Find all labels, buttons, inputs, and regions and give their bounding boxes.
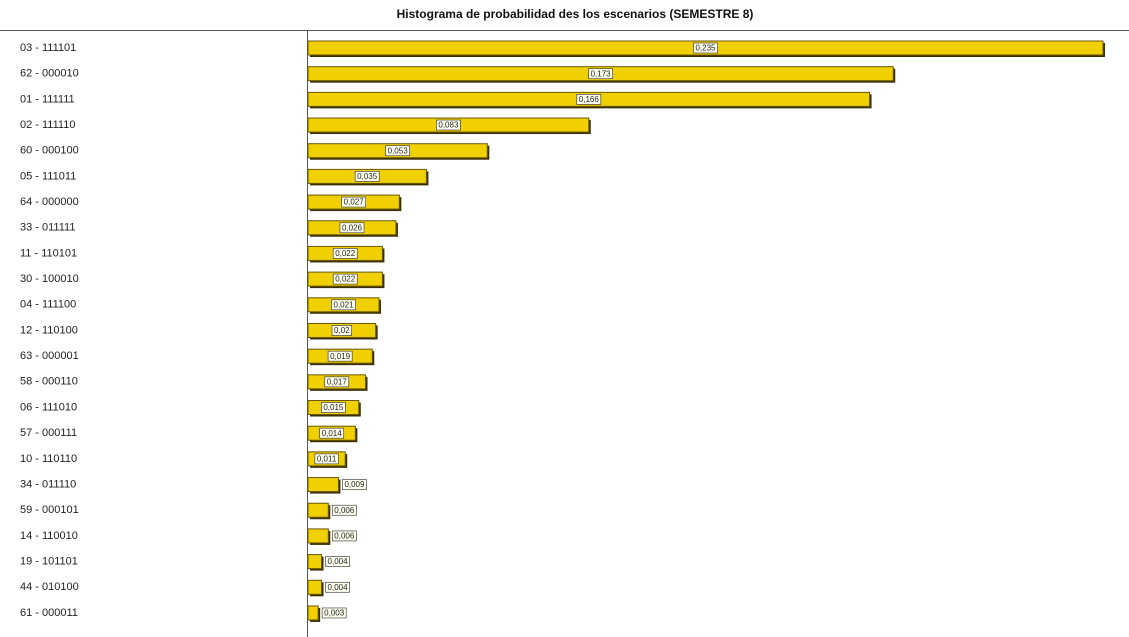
value-label: 0,017 xyxy=(327,377,348,386)
category-label: 57 - 000111 xyxy=(20,427,77,439)
value-label-box xyxy=(314,453,339,465)
bar xyxy=(307,605,319,621)
value-label: 0,02 xyxy=(334,326,350,335)
value-label: 0,027 xyxy=(344,198,365,207)
value-label-box xyxy=(324,376,350,388)
category-label: 62 - 000010 xyxy=(20,68,79,80)
category-label: 11 - 110101 xyxy=(20,247,77,259)
value-label: 0,022 xyxy=(335,275,356,284)
category-label: 04 - 111100 xyxy=(20,299,76,311)
value-label: 0,014 xyxy=(322,429,343,438)
category-label: 02 - 111110 xyxy=(20,119,75,131)
value-label: 0,006 xyxy=(334,506,355,515)
value-label: 0,173 xyxy=(591,69,612,78)
value-label-box xyxy=(331,504,357,516)
value-label: 0,011 xyxy=(317,454,337,463)
value-label: 0,035 xyxy=(357,172,378,181)
category-label: 19 - 101101 xyxy=(20,556,78,568)
value-label-box xyxy=(331,299,356,311)
value-label-box xyxy=(327,350,353,362)
value-label-box xyxy=(436,119,461,131)
category-label: 03 - 111101 xyxy=(20,42,76,54)
category-label: 06 - 111010 xyxy=(20,401,77,413)
value-label: 0,004 xyxy=(328,583,349,592)
value-label-box xyxy=(385,145,411,157)
category-label: 59 - 000101 xyxy=(20,504,79,516)
bar xyxy=(307,528,329,544)
bar xyxy=(307,579,323,595)
value-label: 0,015 xyxy=(323,403,344,412)
category-label: 61 - 000011 xyxy=(20,607,78,619)
value-label: 0,003 xyxy=(324,609,345,618)
category-label: 34 - 011110 xyxy=(20,478,76,490)
value-label: 0,083 xyxy=(438,121,459,130)
category-label: 60 - 000100 xyxy=(20,145,79,157)
value-label-box xyxy=(325,556,350,567)
value-label-box xyxy=(325,581,350,593)
category-label: 30 - 100010 xyxy=(20,273,79,285)
value-label-box xyxy=(693,42,718,54)
category-label: 44 - 010100 xyxy=(20,581,79,593)
value-label: 0,004 xyxy=(328,557,349,566)
value-label-box xyxy=(342,479,367,490)
bar xyxy=(307,502,329,518)
category-label: 64 - 000000 xyxy=(20,196,79,208)
bar xyxy=(307,554,323,570)
category-label: 01 - 111111 xyxy=(20,93,75,105)
value-label-box xyxy=(332,248,358,259)
category-label: 12 - 110100 xyxy=(20,324,78,336)
category-label: 10 - 110110 xyxy=(20,453,77,465)
category-label: 63 - 000001 xyxy=(20,350,79,362)
value-label: 0,053 xyxy=(388,146,409,155)
value-label: 0,166 xyxy=(579,95,600,104)
value-label-box xyxy=(588,68,613,80)
chart-title: Histograma de probabilidad des los escen… xyxy=(397,7,754,21)
value-label-box xyxy=(339,222,365,234)
value-label: 0,006 xyxy=(334,532,355,541)
bar xyxy=(307,477,339,493)
value-label-box xyxy=(576,94,602,105)
value-label-box xyxy=(332,273,358,285)
value-label-box xyxy=(341,196,367,208)
value-label: 0,009 xyxy=(344,480,365,489)
category-label: 58 - 000110 xyxy=(20,376,78,388)
value-label: 0,019 xyxy=(330,352,351,361)
value-label: 0,026 xyxy=(342,223,363,232)
value-label-box xyxy=(321,607,347,619)
value-label-box xyxy=(321,402,346,413)
value-label-box xyxy=(331,325,352,336)
category-label: 33 - 011111 xyxy=(20,222,75,234)
value-label-box xyxy=(319,427,345,439)
value-label: 0,021 xyxy=(334,300,355,309)
value-label: 0,022 xyxy=(335,249,356,258)
category-label: 14 - 110010 xyxy=(20,530,78,542)
value-label: 0,235 xyxy=(695,44,716,53)
value-label-box xyxy=(354,171,380,182)
category-label: 05 - 111011 xyxy=(20,170,76,182)
value-label-box xyxy=(331,530,357,542)
